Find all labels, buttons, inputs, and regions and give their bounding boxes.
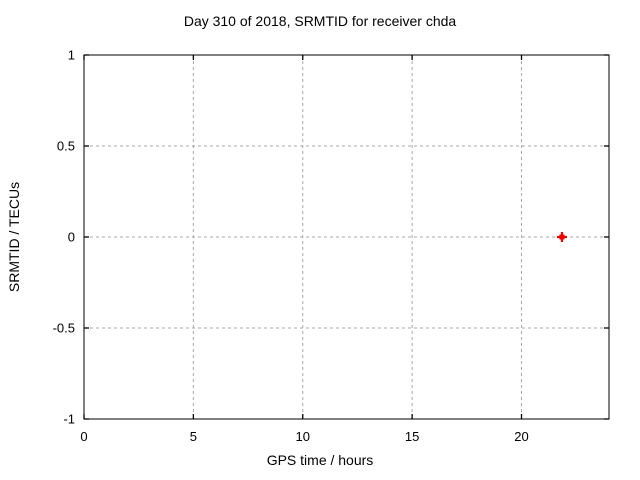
data-point-marker-center — [559, 234, 565, 240]
x-tick-label: 15 — [405, 429, 419, 444]
x-axis-label: GPS time / hours — [266, 452, 374, 468]
x-tick-label: 10 — [296, 429, 310, 444]
y-tick-label: 0.5 — [57, 139, 75, 154]
x-tick-label: 0 — [80, 429, 87, 444]
y-tick-label: -1 — [63, 412, 75, 427]
y-tick-label: -0.5 — [53, 321, 75, 336]
x-tick-label: 20 — [514, 429, 528, 444]
y-tick-label: 1 — [68, 48, 75, 63]
chart-title: Day 310 of 2018, SRMTID for receiver chd… — [183, 13, 457, 29]
y-tick-label: 0 — [68, 230, 75, 245]
x-tick-label: 5 — [190, 429, 197, 444]
